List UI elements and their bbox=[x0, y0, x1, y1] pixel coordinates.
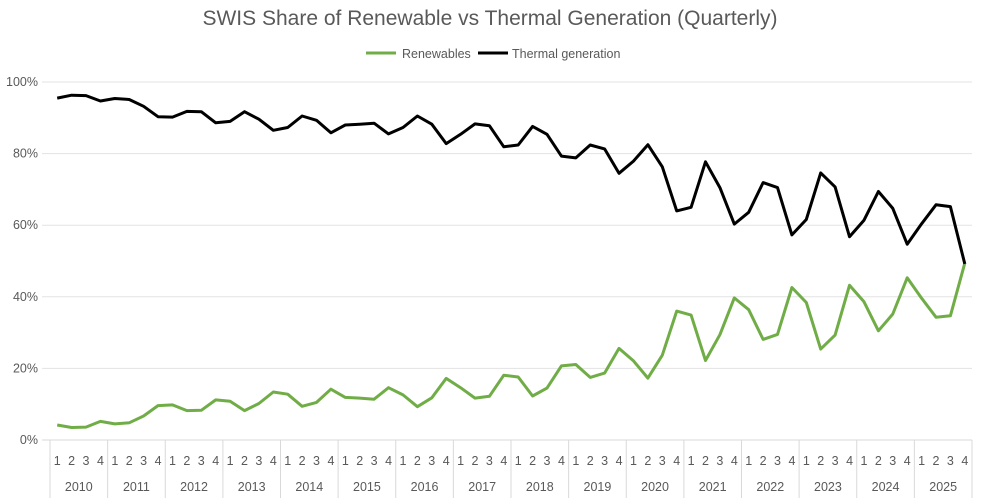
x-tick-label-quarter: 2 bbox=[68, 454, 75, 468]
x-tick-label-quarter: 1 bbox=[169, 454, 176, 468]
x-tick-label-quarter: 1 bbox=[745, 454, 752, 468]
x-tick-label-quarter: 4 bbox=[788, 454, 795, 468]
x-tick-label-quarter: 1 bbox=[399, 454, 406, 468]
x-tick-label-quarter: 3 bbox=[947, 454, 954, 468]
chart-title: SWIS Share of Renewable vs Thermal Gener… bbox=[202, 7, 777, 30]
x-tick-label-quarter: 3 bbox=[601, 454, 608, 468]
x-tick-label-quarter: 3 bbox=[428, 454, 435, 468]
x-tick-label-year: 2011 bbox=[123, 480, 150, 494]
y-tick-label: 80% bbox=[13, 147, 38, 161]
x-tick-label-quarter: 3 bbox=[659, 454, 666, 468]
x-tick-label-quarter: 4 bbox=[558, 454, 565, 468]
x-tick-label-year: 2012 bbox=[180, 480, 208, 494]
x-tick-label-year: 2014 bbox=[295, 480, 323, 494]
x-tick-label-quarter: 1 bbox=[342, 454, 349, 468]
x-tick-label-quarter: 1 bbox=[515, 454, 522, 468]
x-tick-label-quarter: 3 bbox=[486, 454, 493, 468]
x-tick-label-quarter: 4 bbox=[385, 454, 392, 468]
x-tick-label-year: 2013 bbox=[238, 480, 266, 494]
y-tick-label: 20% bbox=[13, 361, 38, 375]
x-tick-label-quarter: 1 bbox=[457, 454, 464, 468]
x-tick-label-quarter: 2 bbox=[414, 454, 421, 468]
x-tick-label-quarter: 4 bbox=[500, 454, 507, 468]
x-tick-label-quarter: 4 bbox=[97, 454, 104, 468]
x-tick-label-year: 2015 bbox=[353, 480, 381, 494]
x-tick-label-quarter: 2 bbox=[299, 454, 306, 468]
x-tick-label-quarter: 1 bbox=[572, 454, 579, 468]
y-tick-label: 40% bbox=[13, 290, 38, 304]
x-tick-label-quarter: 4 bbox=[731, 454, 738, 468]
x-tick-label-quarter: 4 bbox=[673, 454, 680, 468]
x-tick-label-quarter: 3 bbox=[255, 454, 262, 468]
x-tick-label-year: 2019 bbox=[584, 480, 612, 494]
x-tick-label-quarter: 3 bbox=[889, 454, 896, 468]
x-tick-label-quarter: 4 bbox=[270, 454, 277, 468]
x-tick-label-quarter: 2 bbox=[183, 454, 190, 468]
x-tick-label-quarter: 1 bbox=[630, 454, 637, 468]
series-line-thermal bbox=[56, 93, 967, 265]
y-tick-label: 0% bbox=[20, 433, 38, 447]
x-tick-label-quarter: 4 bbox=[443, 454, 450, 468]
x-tick-label-quarter: 3 bbox=[371, 454, 378, 468]
x-tick-label-quarter: 1 bbox=[284, 454, 291, 468]
x-tick-label-quarter: 4 bbox=[616, 454, 623, 468]
y-tick-label: 100% bbox=[6, 75, 38, 89]
x-tick-label-year: 2010 bbox=[65, 480, 93, 494]
x-tick-label-quarter: 4 bbox=[212, 454, 219, 468]
x-tick-label-quarter: 3 bbox=[716, 454, 723, 468]
x-tick-label-quarter: 2 bbox=[126, 454, 133, 468]
x-tick-label-quarter: 1 bbox=[54, 454, 61, 468]
x-tick-label-year: 2023 bbox=[814, 480, 842, 494]
x-tick-label-quarter: 2 bbox=[817, 454, 824, 468]
x-tick-label-quarter: 1 bbox=[918, 454, 925, 468]
x-tick-label-quarter: 4 bbox=[155, 454, 162, 468]
x-tick-label-quarter: 2 bbox=[644, 454, 651, 468]
x-tick-label-year: 2016 bbox=[411, 480, 439, 494]
x-tick-label-quarter: 1 bbox=[688, 454, 695, 468]
x-tick-label-year: 2022 bbox=[756, 480, 784, 494]
x-tick-label-quarter: 3 bbox=[313, 454, 320, 468]
x-tick-label-year: 2018 bbox=[526, 480, 554, 494]
x-tick-label-quarter: 2 bbox=[472, 454, 479, 468]
y-tick-label: 60% bbox=[13, 218, 38, 232]
x-tick-label-quarter: 2 bbox=[587, 454, 594, 468]
x-tick-label-quarter: 2 bbox=[356, 454, 363, 468]
x-tick-label-quarter: 3 bbox=[198, 454, 205, 468]
x-tick-label-quarter: 2 bbox=[760, 454, 767, 468]
x-tick-label-quarter: 3 bbox=[544, 454, 551, 468]
x-tick-label-year: 2020 bbox=[641, 480, 669, 494]
x-tick-label-quarter: 4 bbox=[961, 454, 968, 468]
x-tick-label-quarter: 1 bbox=[803, 454, 810, 468]
x-tick-label-quarter: 4 bbox=[904, 454, 911, 468]
x-tick-label-year: 2024 bbox=[872, 480, 900, 494]
x-tick-label-quarter: 4 bbox=[327, 454, 334, 468]
x-tick-label-quarter: 2 bbox=[702, 454, 709, 468]
legend-label-thermal: Thermal generation bbox=[512, 47, 620, 61]
x-tick-label-quarter: 3 bbox=[140, 454, 147, 468]
x-tick-label-year: 2017 bbox=[468, 480, 496, 494]
x-tick-label-quarter: 1 bbox=[860, 454, 867, 468]
x-tick-label-year: 2025 bbox=[929, 480, 957, 494]
x-tick-label-quarter: 3 bbox=[774, 454, 781, 468]
x-tick-label-year: 2021 bbox=[699, 480, 727, 494]
x-tick-label-quarter: 2 bbox=[875, 454, 882, 468]
legend-label-renewables: Renewables bbox=[402, 47, 471, 61]
x-tick-label-quarter: 1 bbox=[111, 454, 118, 468]
legend: Renewables Thermal generation bbox=[366, 47, 620, 61]
x-tick-label-quarter: 1 bbox=[227, 454, 234, 468]
x-tick-label-quarter: 4 bbox=[846, 454, 853, 468]
x-tick-label-quarter: 3 bbox=[83, 454, 90, 468]
series-line-renewables bbox=[56, 262, 967, 429]
x-tick-label-quarter: 2 bbox=[529, 454, 536, 468]
x-tick-label-quarter: 2 bbox=[933, 454, 940, 468]
x-tick-label-quarter: 3 bbox=[832, 454, 839, 468]
x-tick-label-quarter: 2 bbox=[241, 454, 248, 468]
